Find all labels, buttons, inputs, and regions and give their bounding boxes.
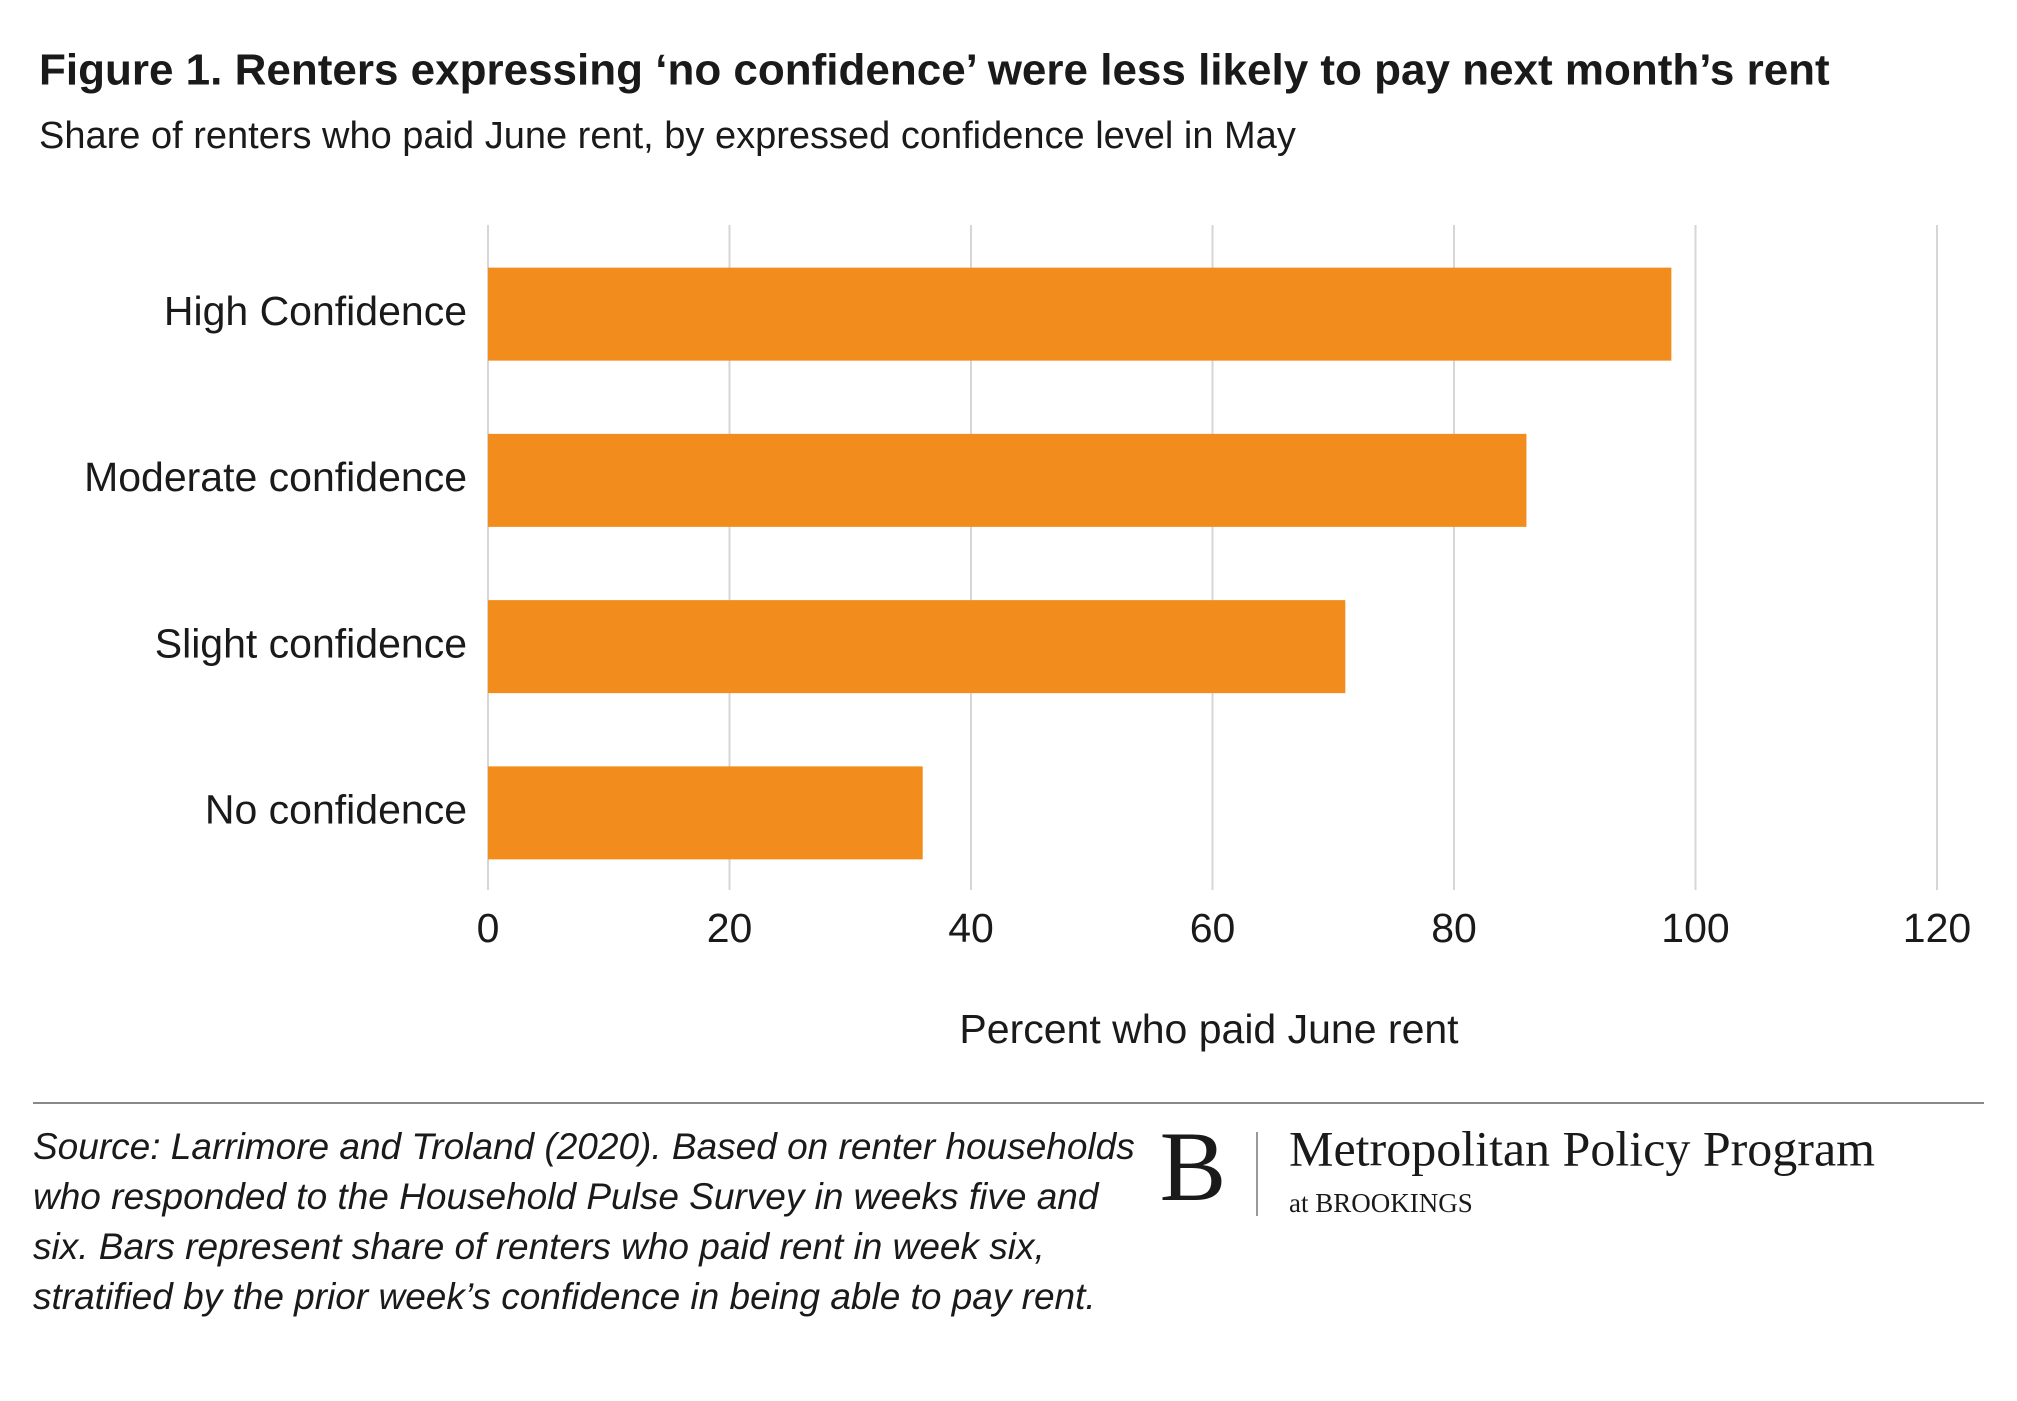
x-tick-label: 0 bbox=[477, 905, 500, 951]
y-tick-label: No confidence bbox=[205, 787, 467, 833]
y-tick-label: Slight confidence bbox=[155, 620, 467, 666]
x-tick-label: 100 bbox=[1661, 905, 1729, 951]
x-tick-label: 80 bbox=[1431, 905, 1477, 951]
bar bbox=[488, 600, 1346, 694]
x-tick-label: 120 bbox=[1903, 905, 1971, 951]
chart-title: Figure 1. Renters expressing ‘no confide… bbox=[39, 46, 1830, 95]
logo-mark: B bbox=[1160, 1111, 1227, 1222]
x-tick-label: 60 bbox=[1190, 905, 1236, 951]
bar bbox=[488, 433, 1527, 527]
chart-subtitle: Share of renters who paid June rent, by … bbox=[39, 115, 1296, 157]
y-tick-label: High Confidence bbox=[164, 288, 467, 334]
source-note: Source: Larrimore and Troland (2020). Ba… bbox=[33, 1126, 1135, 1317]
x-tick-label: 40 bbox=[948, 905, 994, 951]
bar bbox=[488, 267, 1672, 361]
x-axis-label: Percent who paid June rent bbox=[959, 1006, 1459, 1052]
y-tick-label: Moderate confidence bbox=[84, 454, 467, 500]
logo-sub: at BROOKINGS bbox=[1289, 1188, 1473, 1218]
bar bbox=[488, 766, 923, 860]
logo-name: Metropolitan Policy Program bbox=[1289, 1120, 1875, 1176]
x-tick-label: 20 bbox=[707, 905, 753, 951]
